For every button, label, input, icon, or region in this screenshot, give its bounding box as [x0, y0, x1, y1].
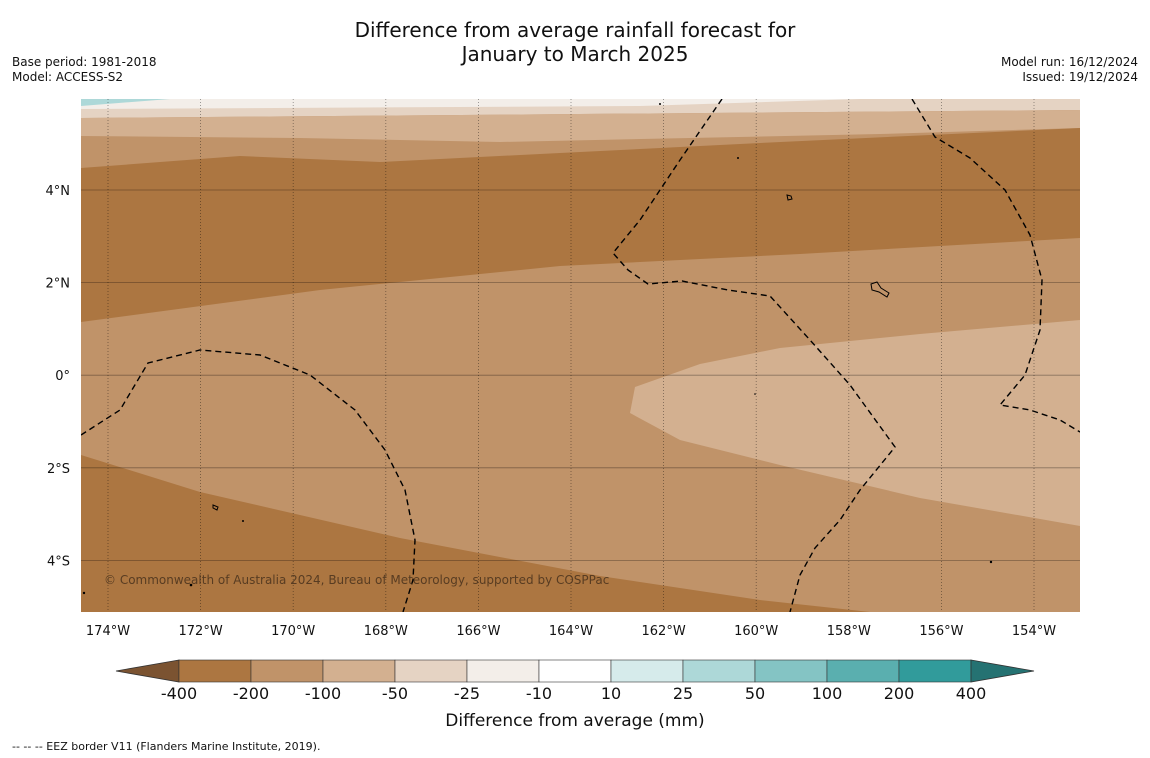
- longitude-tick-label: 172°W: [179, 624, 223, 639]
- colorbar-cell: [250, 659, 324, 683]
- base-period: Base period: 1981-2018: [12, 55, 157, 69]
- eez-border-west: [81, 349, 416, 612]
- colorbar-tick-label: 10: [601, 684, 621, 703]
- colorbar-cell: [538, 659, 612, 683]
- island-dot: [737, 157, 739, 159]
- eez-border-east: [911, 99, 1080, 433]
- light-brown-band: [81, 110, 1080, 142]
- colorbar-tick-label: -100: [305, 684, 341, 703]
- eez-legend-note: -- -- -- EEZ border V11 (Flanders Marine…: [12, 740, 321, 753]
- meta-left: Base period: 1981-2018 Model: ACCESS-S2: [12, 55, 157, 85]
- colorbar-tick-label: 400: [956, 684, 987, 703]
- dark-brown-band-south: [81, 455, 870, 612]
- colorbar-cell: [322, 659, 396, 683]
- colorbar-cell: [610, 659, 684, 683]
- model-run: Model run: 16/12/2024: [1000, 55, 1138, 69]
- title-line-2: January to March 2025: [461, 42, 689, 66]
- colorbar-tick-label: -10: [526, 684, 552, 703]
- longitude-tick-label: 168°W: [364, 624, 408, 639]
- island-outline: [212, 504, 219, 511]
- colorbar-tick-labels: -400 -200 -100 -50 -25 -10 10 25 50 100 200 400: [161, 684, 986, 703]
- colorbar-cell: [394, 659, 468, 683]
- title-line-1: Difference from average rainfall forecas…: [354, 18, 796, 42]
- colorbar-tick-label: -400: [161, 684, 197, 703]
- colorbar-tick-label: 50: [745, 684, 765, 703]
- colorbar: -400 -200 -100 -50 -25 -10 10 25 50 100 200 400 Dif…: [115, 659, 1035, 731]
- longitude-tick-label: 158°W: [827, 624, 871, 639]
- gridlines: [81, 99, 1080, 612]
- longitude-tick-label: 170°W: [271, 624, 315, 639]
- light-teal-patch: [81, 99, 170, 106]
- colorbar-cell: [754, 659, 828, 683]
- island-dot: [659, 103, 661, 105]
- longitude-labels: 174°W 172°W 170°W 168°W 166°W 164°W 162°W 160°W…: [86, 624, 1056, 639]
- colorbar-cell: [466, 659, 540, 683]
- model-name: Model: ACCESS-S2: [12, 70, 124, 84]
- map-area: © Commonwealth of Australia 2024, Bureau…: [81, 99, 1080, 612]
- dark-brown-band-north: [81, 128, 1080, 322]
- colorbar-tick-label: -200: [233, 684, 269, 703]
- colorbar-cell: [682, 659, 756, 683]
- longitude-tick-label: 154°W: [1012, 624, 1056, 639]
- issued-date: Issued: 19/12/2024: [1022, 70, 1138, 84]
- island-dot: [242, 520, 244, 522]
- colorbar-tick-label: -50: [382, 684, 408, 703]
- colorbar-low-extend: [115, 659, 180, 683]
- chart-title: Difference from average rainfall forecas…: [0, 18, 1150, 66]
- colorbar-tick-label: 25: [673, 684, 693, 703]
- latitude-tick-label: 2°N: [46, 277, 71, 292]
- colorbar-cells: [115, 659, 1035, 683]
- colorbar-tick-label: 200: [884, 684, 915, 703]
- island-dot: [989, 560, 993, 564]
- island-outline: [786, 194, 793, 201]
- longitude-tick-label: 174°W: [86, 624, 130, 639]
- meta-right: Model run: 16/12/2024 Issued: 19/12/2024: [1001, 55, 1138, 85]
- colorbar-cell: [898, 659, 972, 683]
- longitude-tick-label: 164°W: [549, 624, 593, 639]
- latitude-labels: 4°N 2°N 0° 2°S 4°S: [46, 184, 71, 569]
- longitude-tick-label: 162°W: [642, 624, 686, 639]
- longitude-tick-label: 166°W: [456, 624, 500, 639]
- very-pale-band: [81, 99, 860, 109]
- light-brown-tongue: [630, 320, 1080, 526]
- island-outline: [870, 281, 890, 298]
- colorbar-cell: [178, 659, 252, 683]
- latitude-tick-label: 4°N: [46, 184, 71, 199]
- colorbar-tick-label: -25: [454, 684, 480, 703]
- latitude-tick-label: 0°: [55, 369, 70, 384]
- eez-border-center: [612, 99, 896, 612]
- island-dot: [82, 591, 86, 595]
- latitude-tick-label: 2°S: [47, 462, 70, 477]
- island-dot: [189, 583, 193, 587]
- longitude-tick-label: 156°W: [919, 624, 963, 639]
- copyright-notice: © Commonwealth of Australia 2024, Bureau…: [104, 573, 609, 587]
- longitude-tick-label: 160°W: [734, 624, 778, 639]
- colorbar-tick-label: 100: [812, 684, 843, 703]
- island-dot: [754, 393, 756, 395]
- colorbar-high-extend: [970, 659, 1035, 683]
- latitude-tick-label: 4°S: [47, 554, 70, 569]
- colorbar-title: Difference from average (mm): [445, 711, 704, 731]
- colorbar-cell: [826, 659, 900, 683]
